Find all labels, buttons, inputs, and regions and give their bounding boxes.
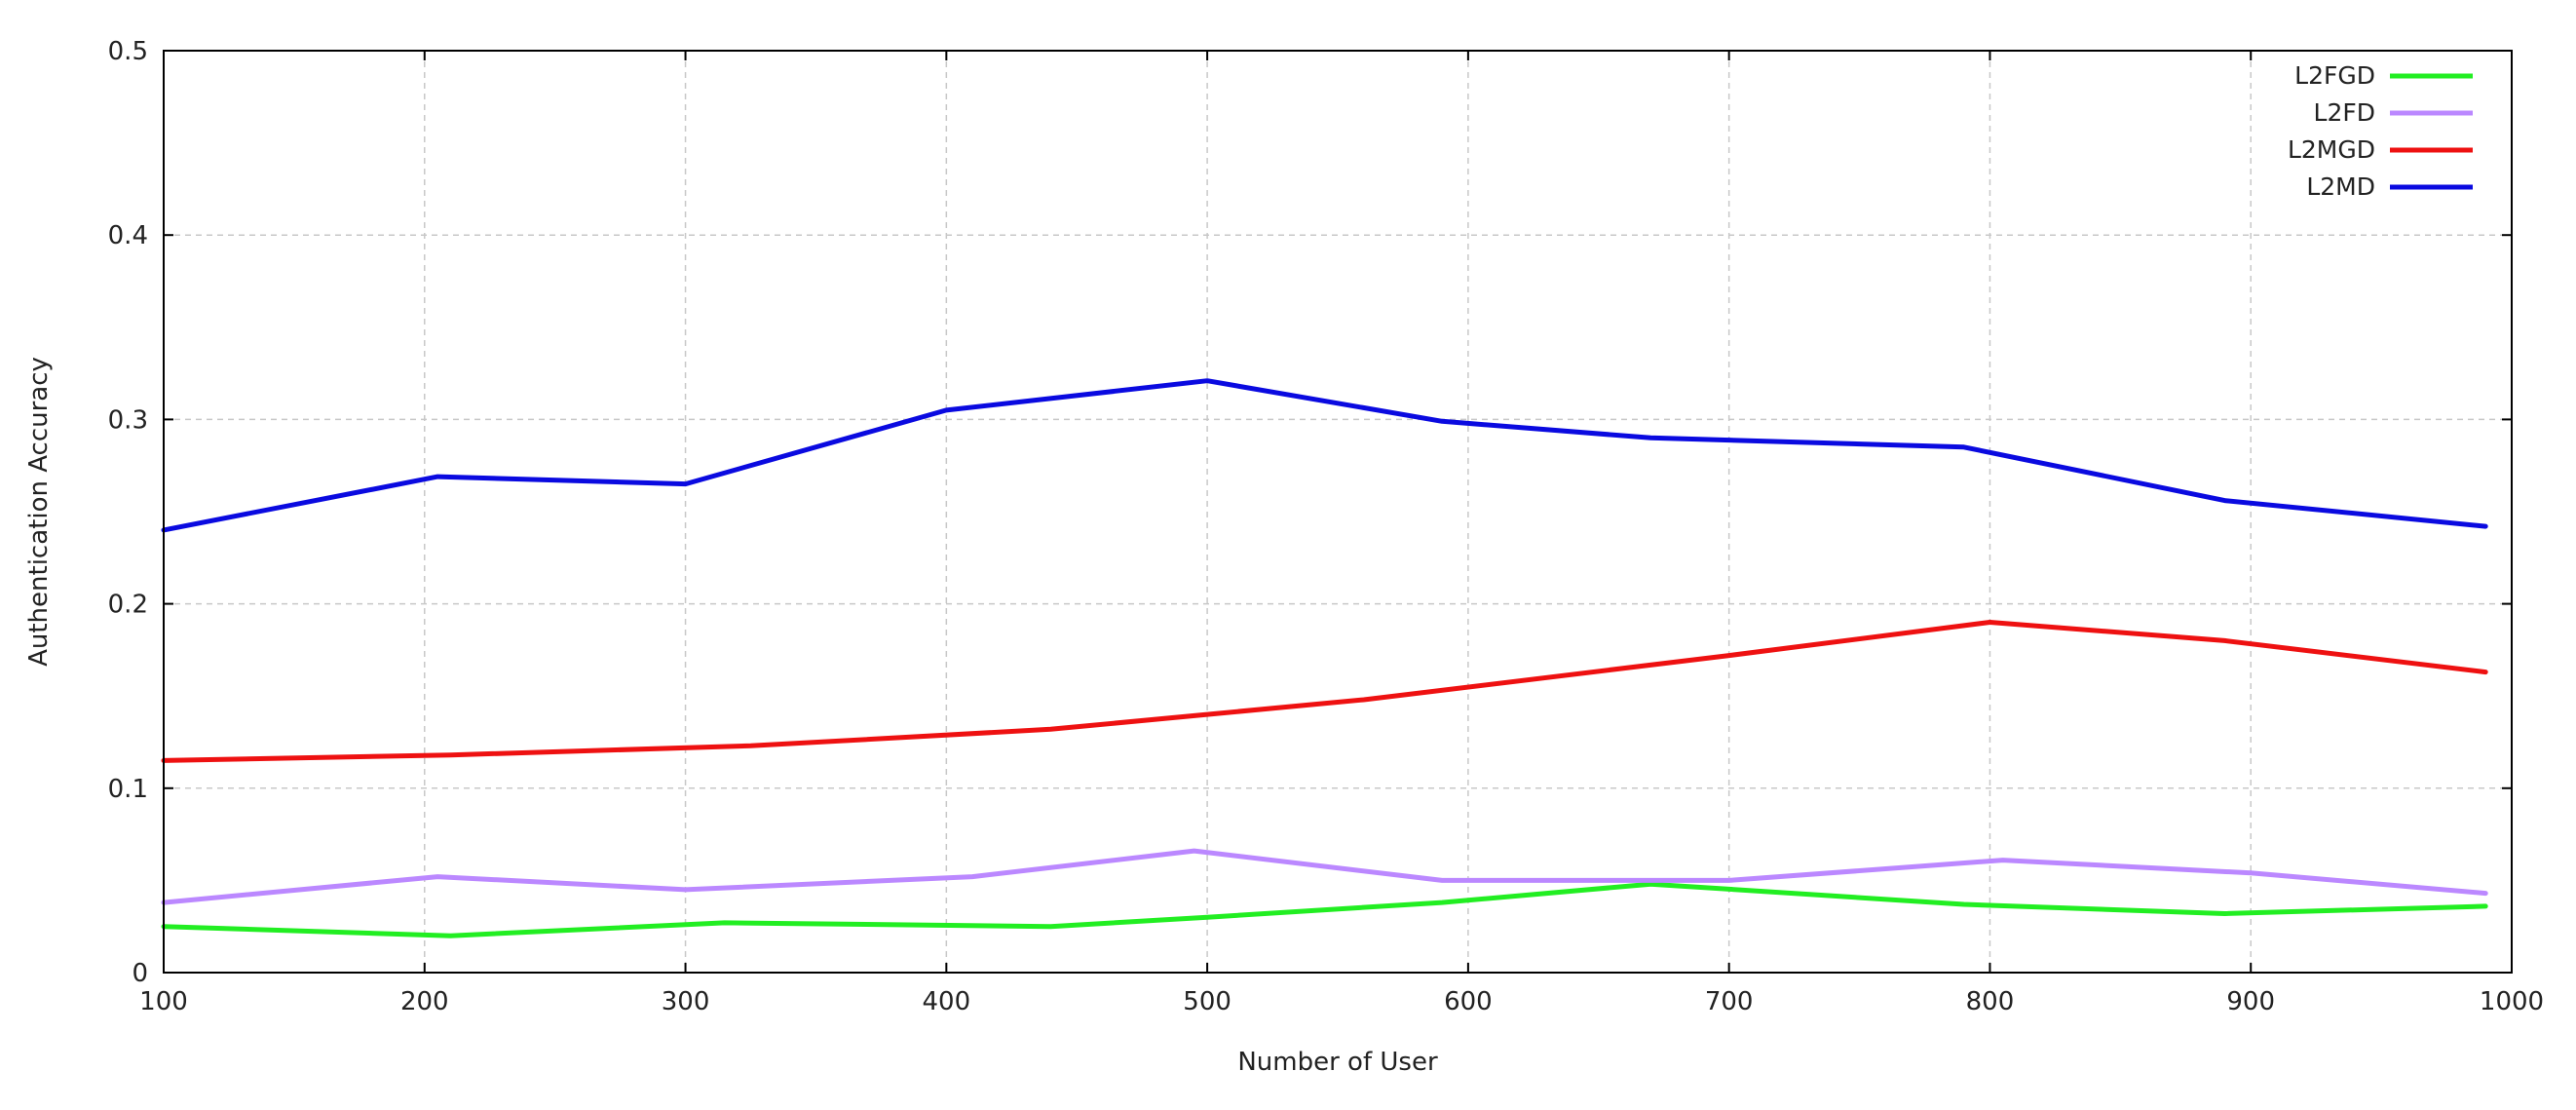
legend: L2FGD L2FD L2MGD L2MD [2288, 61, 2473, 201]
x-tick-label: 700 [1705, 987, 1754, 1016]
x-tick-label: 300 [662, 987, 710, 1016]
legend-label-l2mgd: L2MGD [2288, 135, 2375, 164]
y-tick-label: 0.2 [108, 591, 148, 620]
grid-layer [164, 51, 2512, 973]
x-tick-label: 900 [2226, 987, 2275, 1016]
series-line-l2fd [161, 848, 2488, 905]
y-tick-label: 0.3 [108, 405, 148, 435]
y-axis-title: Authentication Accuracy [24, 357, 54, 667]
y-tick-label: 0.4 [108, 221, 148, 250]
series-layer [161, 378, 2488, 938]
x-tick-label: 200 [400, 987, 449, 1016]
plot-frame [163, 50, 2513, 974]
y-tick-label: 0.5 [108, 37, 148, 66]
x-tick-label: 400 [923, 987, 971, 1016]
y-tick-label: 0.1 [108, 775, 148, 804]
series-line-l2md [161, 378, 2488, 533]
legend-label-l2fd: L2FD [2314, 98, 2375, 127]
x-tick-label: 600 [1444, 987, 1493, 1016]
legend-label-l2md: L2MD [2306, 172, 2375, 201]
series-line-l2mgd [161, 620, 2488, 763]
x-tick-label: 500 [1183, 987, 1231, 1016]
x-axis-title: Number of User [1237, 1048, 1438, 1077]
legend-label-l2fgd: L2FGD [2294, 61, 2375, 90]
y-tick-label: 0 [132, 959, 148, 988]
x-tick-label: 800 [1966, 987, 2015, 1016]
series-line-l2fgd [161, 881, 2488, 938]
tick-layer: 100 200 300 400 500 600 700 800 900 1000 0 0.1 0.2 0.… [108, 37, 2544, 1016]
x-tick-label: 100 [139, 987, 188, 1016]
x-tick-label: 1000 [2480, 987, 2544, 1016]
